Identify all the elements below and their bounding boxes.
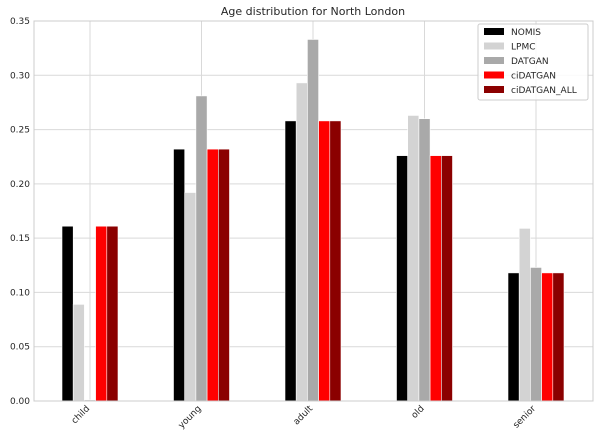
bar-cidatgan-old: [429, 155, 442, 402]
chart-title: Age distribution for North London: [221, 5, 405, 18]
bar-datgan-old: [418, 118, 431, 402]
legend-label: LPMC: [511, 43, 536, 53]
bar-lpmc-young: [184, 192, 197, 402]
bar-cidatgan-all-old: [440, 155, 453, 402]
y-tick-label: 0.00: [10, 397, 30, 407]
legend-swatch: [484, 28, 504, 35]
legend-swatch: [484, 57, 504, 64]
bar-cidatgan-adult: [318, 120, 331, 402]
bar-cidatgan-all-adult: [329, 120, 342, 402]
y-axis: 0.00 0.05 0.10 0.15 0.20 0.25 0.30 0.35: [10, 17, 30, 407]
legend-label: ciDATGAN: [511, 72, 556, 82]
bar-cidatgan-all-senior: [552, 272, 565, 402]
legend-swatch: [484, 42, 504, 50]
legend-swatch: [484, 71, 504, 79]
bar-nomis-child: [61, 225, 74, 402]
bar-nomis-young: [173, 148, 185, 402]
bar-cidatgan-child: [95, 225, 108, 402]
bar-datgan-young: [195, 95, 208, 402]
bar-lpmc-old: [407, 115, 420, 402]
legend-box: [477, 23, 589, 101]
bar-datgan-adult: [307, 39, 319, 402]
y-tick-label: 0.15: [10, 234, 30, 244]
bar-cidatgan-young: [206, 148, 219, 402]
legend-label: ciDATGAN_ALL: [511, 86, 577, 96]
bar-lpmc-adult: [295, 82, 308, 402]
bar-cidatgan-all-child: [106, 225, 119, 402]
bar-nomis-senior: [507, 272, 520, 402]
bar-lpmc-senior: [518, 228, 531, 402]
plot-border: [33, 20, 594, 402]
legend-label: DATGAN: [511, 57, 549, 67]
y-tick-label: 0.10: [10, 288, 30, 298]
y-tick-label: 0.35: [10, 17, 30, 27]
y-tick-label: 0.20: [10, 180, 30, 190]
y-tick-label: 0.25: [10, 126, 30, 136]
legend-swatch: [484, 86, 504, 93]
legend-label: NOMIS: [511, 28, 541, 38]
bar-cidatgan-all-young: [218, 148, 230, 402]
y-tick-label: 0.30: [10, 71, 30, 81]
bar-lpmc-child: [72, 304, 85, 402]
bar-nomis-adult: [284, 120, 297, 402]
bar-datgan-senior: [530, 267, 542, 402]
legend: NOMIS LPMC DATGAN ciDATGAN ciDATGAN_ALL: [477, 23, 589, 101]
bar-group: [61, 39, 565, 402]
y-tick-label: 0.05: [10, 343, 30, 353]
bar-cidatgan-senior: [541, 272, 554, 402]
bar-nomis-old: [396, 155, 408, 402]
